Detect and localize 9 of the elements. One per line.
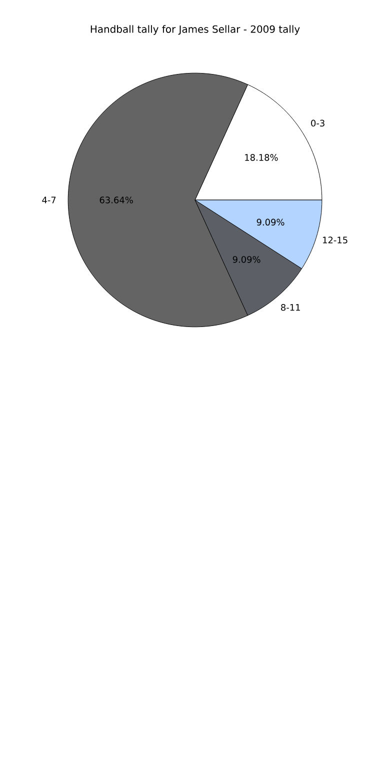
slice-label: 4-7 <box>42 196 56 204</box>
slice-label: 0-3 <box>311 120 324 127</box>
data-label: 63.64% <box>100 196 133 204</box>
data-label: 9.09% <box>256 218 284 226</box>
slice-label: 8-11 <box>281 304 300 311</box>
slice-label: 12-15 <box>323 236 348 244</box>
chart-title: Handball tally for James Sellar - 2009 tally <box>90 25 300 35</box>
data-label: 9.09% <box>232 256 260 263</box>
data-label: 18.18% <box>245 154 278 161</box>
